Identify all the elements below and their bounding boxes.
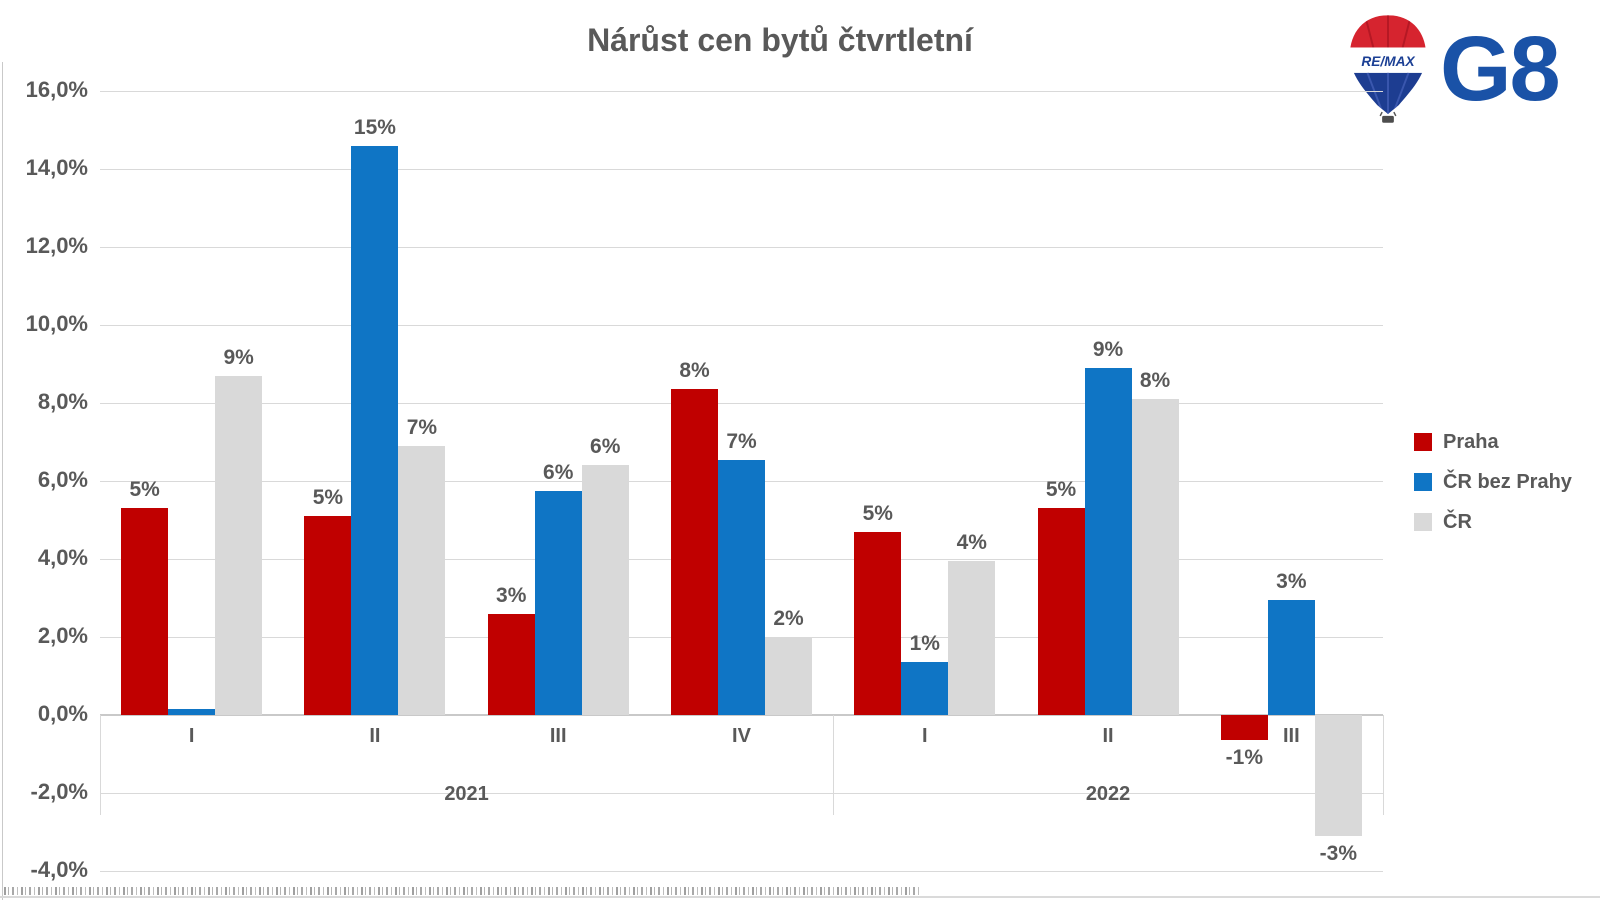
bar-cr-bez-prahy-2022-i[interactable] [901,662,949,715]
bar-cr-2022-i[interactable] [948,560,996,715]
bar-value-label: 3% [496,583,527,607]
bar-value-label: 6% [543,460,574,484]
bar-value-label: 5% [862,501,893,525]
bar-value-label: 2% [773,607,804,630]
y-axis-tick-label: 0,0% [37,701,88,726]
legend-swatch-icon [1414,433,1432,451]
legend-item-cr-bez-prahy[interactable]: ČR bez Prahy [1414,470,1572,494]
category-divider [1382,715,1384,815]
gridline [100,246,1383,248]
bar-cr-bez-prahy-2022-ii[interactable] [1084,367,1132,715]
x-axis-quarter-label: III [1283,725,1300,747]
category-divider [99,715,101,815]
bar-cr-2021-iii[interactable] [581,465,629,715]
bar-praha-2021-i[interactable] [121,508,169,715]
legend-item-cr[interactable]: ČR [1414,510,1572,534]
gridline [100,90,1383,92]
legend-item-praha[interactable]: Praha [1414,430,1572,454]
balloon-basket [1382,115,1394,123]
bar-value-label: 15% [353,115,396,139]
x-axis-quarter-label: I [188,725,195,747]
x-axis-year-label: 2022 [1085,783,1131,805]
gridline [100,402,1383,404]
legend-label: ČR [1443,510,1472,533]
category-divider [832,715,834,815]
bar-value-label: 9% [1092,337,1124,361]
bar-value-label: 6% [590,435,621,459]
bar-value-label: 5% [129,478,160,502]
bar-value-label: 7% [726,429,757,453]
y-axis-tick-label: 14,0% [25,155,88,180]
bar-value-label: 5% [1045,478,1077,502]
x-axis-year-label: 2021 [444,783,489,805]
bar-value-label: -3% [1319,841,1358,865]
y-axis-tick-label: 12,0% [25,233,88,258]
x-axis-quarter-label: I [922,725,928,747]
bar-cr-bez-prahy-2022-iii[interactable] [1267,599,1315,715]
bar-cr-2021-ii[interactable] [398,445,446,715]
gridline [100,324,1383,326]
x-axis-quarter-label: II [1102,725,1114,747]
bar-value-label: 4% [956,530,987,554]
y-axis-tick-label: 6,0% [37,467,88,492]
y-axis-tick-label: 8,0% [37,389,88,414]
bar-cr-bez-prahy-2021-i[interactable] [168,709,216,715]
bar-cr-bez-prahy-2021-ii[interactable] [351,145,399,715]
y-axis-tick-label: -2,0% [30,779,88,804]
bar-value-label: 1% [909,632,940,656]
bar-value-label: -1% [1225,746,1264,770]
zero-axis-line [100,714,1383,716]
y-axis-tick-label: -4,0% [30,857,88,882]
bar-praha-2022-i[interactable] [854,531,902,715]
bar-cr-bez-prahy-2021-iv[interactable] [718,459,765,715]
bar-cr-2022-iii[interactable] [1314,715,1362,836]
bar-cr-2021-iv[interactable] [765,637,812,715]
remax-balloon-icon: RE/MAX [1349,15,1427,123]
bar-value-label: 3% [1276,569,1307,593]
y-axis-tick-label: 4,0% [37,545,88,570]
legend-swatch-icon [1414,473,1432,491]
y-axis-tick-label: 2,0% [37,623,88,648]
bar-praha-2021-iii[interactable] [487,613,535,715]
y-axis-tick-label: 10,0% [25,311,88,336]
legend-label: ČR bez Prahy [1443,470,1572,493]
y-axis-tick-label: 16,0% [25,77,88,102]
legend-label: Praha [1443,430,1499,453]
remax-balloon-text: RE/MAX [1361,54,1415,69]
bar-value-label: 8% [679,359,710,383]
bar-value-label: 9% [223,345,254,369]
category-axis-row-line [100,792,1383,794]
x-axis-quarter-label: IV [732,725,751,747]
legend-swatch-icon [1414,513,1432,531]
bar-value-label: 8% [1139,369,1171,393]
bar-praha-2022-iii[interactable] [1220,715,1268,741]
bar-praha-2021-iv[interactable] [671,389,718,715]
chart-title: Nárůst cen bytů čtvrtletní [587,22,973,58]
gridline [100,870,1383,872]
g8-brand-text: G8 [1440,17,1561,120]
bar-cr-2022-ii[interactable] [1131,399,1179,715]
x-axis-quarter-label: II [369,725,381,747]
bar-value-label: 7% [406,415,438,439]
gridline [100,168,1383,170]
bar-cr-bez-prahy-2021-iii[interactable] [534,490,582,715]
chart-legend: Praha ČR bez Prahy ČR [1414,430,1572,534]
clipped-text-strip [4,887,920,895]
bar-praha-2021-ii[interactable] [304,516,352,715]
bar-praha-2022-ii[interactable] [1037,508,1085,715]
window-bottom-edge [0,896,1600,898]
bar-cr-2021-i[interactable] [215,375,263,715]
window-left-edge [2,62,3,900]
bar-value-label: 5% [312,486,344,510]
remax-g8-logo: RE/MAX G8 [1344,14,1561,124]
x-axis-quarter-label: III [549,725,567,747]
